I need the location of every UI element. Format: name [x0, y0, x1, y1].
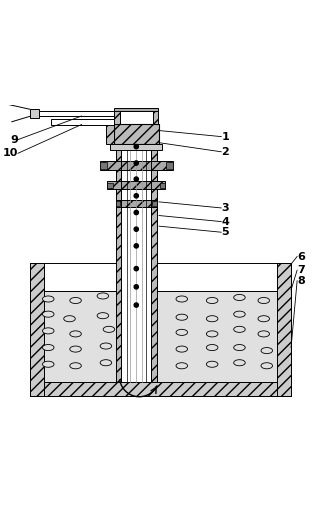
Ellipse shape: [43, 328, 54, 334]
Ellipse shape: [176, 314, 187, 320]
Circle shape: [134, 194, 138, 198]
Text: 10: 10: [3, 148, 18, 159]
Circle shape: [134, 161, 138, 165]
Bar: [114, 125, 159, 144]
Text: 3: 3: [221, 203, 229, 213]
Ellipse shape: [234, 360, 245, 366]
Bar: [44, 263, 277, 291]
Ellipse shape: [206, 331, 218, 337]
Bar: [166, 162, 173, 169]
Ellipse shape: [43, 296, 54, 302]
Ellipse shape: [258, 331, 269, 337]
Ellipse shape: [206, 345, 218, 350]
Bar: [115, 201, 120, 206]
Text: 4: 4: [221, 216, 229, 227]
Circle shape: [134, 177, 138, 181]
Ellipse shape: [70, 363, 81, 369]
Ellipse shape: [43, 361, 54, 367]
Bar: [107, 183, 113, 188]
Circle shape: [134, 145, 138, 149]
Ellipse shape: [258, 298, 269, 304]
Ellipse shape: [234, 294, 245, 301]
Ellipse shape: [176, 346, 187, 352]
Circle shape: [134, 227, 138, 231]
Ellipse shape: [258, 315, 269, 322]
Text: 6: 6: [297, 251, 305, 262]
Ellipse shape: [206, 315, 218, 322]
Bar: [30, 263, 44, 396]
Ellipse shape: [43, 345, 54, 350]
Circle shape: [134, 285, 138, 289]
Text: 2: 2: [221, 147, 229, 157]
Ellipse shape: [103, 326, 115, 332]
Ellipse shape: [206, 361, 218, 367]
Bar: [106, 125, 114, 144]
Bar: [110, 144, 162, 150]
Bar: [51, 120, 114, 125]
Bar: [120, 111, 153, 125]
Bar: [114, 111, 120, 125]
Circle shape: [134, 267, 138, 271]
Ellipse shape: [176, 363, 187, 369]
Bar: [100, 161, 173, 170]
Bar: [114, 108, 158, 111]
Ellipse shape: [100, 360, 112, 366]
Bar: [151, 133, 157, 383]
Text: 8: 8: [297, 276, 305, 286]
Ellipse shape: [70, 346, 81, 352]
Bar: [44, 291, 277, 383]
Bar: [115, 200, 157, 207]
Bar: [30, 383, 291, 396]
Bar: [115, 133, 121, 383]
Ellipse shape: [43, 311, 54, 317]
Ellipse shape: [234, 345, 245, 350]
Ellipse shape: [176, 296, 187, 302]
Text: 7: 7: [297, 265, 305, 275]
Ellipse shape: [64, 315, 75, 322]
Bar: [153, 111, 158, 125]
Ellipse shape: [97, 293, 109, 299]
Text: 1: 1: [221, 132, 229, 142]
Circle shape: [134, 303, 138, 307]
Ellipse shape: [234, 311, 245, 317]
Bar: [277, 263, 291, 396]
Bar: [39, 111, 114, 116]
Bar: [160, 183, 165, 188]
Ellipse shape: [100, 343, 112, 349]
Bar: [121, 133, 151, 383]
Ellipse shape: [206, 298, 218, 304]
Ellipse shape: [234, 326, 245, 332]
Ellipse shape: [176, 329, 187, 336]
Text: 9: 9: [10, 134, 18, 145]
Text: 5: 5: [221, 227, 229, 237]
Ellipse shape: [70, 298, 81, 304]
Circle shape: [134, 244, 138, 248]
Ellipse shape: [261, 363, 273, 369]
Ellipse shape: [97, 312, 109, 319]
Bar: [30, 109, 39, 118]
Ellipse shape: [261, 347, 273, 353]
Ellipse shape: [70, 331, 81, 337]
Bar: [152, 201, 157, 206]
Circle shape: [134, 210, 138, 214]
Bar: [107, 182, 165, 189]
Bar: [100, 162, 107, 169]
